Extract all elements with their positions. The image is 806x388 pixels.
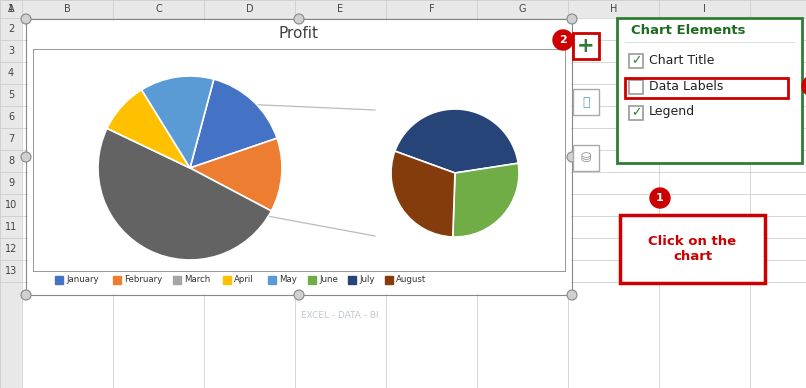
Text: 5: 5 — [8, 90, 15, 100]
Text: 8: 8 — [8, 156, 14, 166]
Text: January: January — [66, 275, 98, 284]
Circle shape — [567, 14, 577, 24]
Bar — [55, 276, 63, 284]
Circle shape — [294, 14, 304, 24]
Bar — [620, 215, 765, 283]
Text: EXCEL - DATA - BI: EXCEL - DATA - BI — [301, 312, 379, 320]
Bar — [629, 80, 643, 94]
Circle shape — [567, 290, 577, 300]
Text: ✓: ✓ — [631, 106, 642, 120]
Text: 11: 11 — [5, 222, 17, 232]
Bar — [573, 89, 599, 115]
Circle shape — [21, 152, 31, 162]
Bar — [617, 18, 802, 163]
Text: G: G — [519, 4, 526, 14]
Text: E: E — [338, 4, 343, 14]
Text: +: + — [577, 36, 595, 56]
Wedge shape — [107, 90, 190, 168]
Bar — [573, 33, 599, 59]
Text: A: A — [8, 4, 15, 14]
Text: Click on the
chart: Click on the chart — [649, 235, 737, 263]
Text: 2: 2 — [559, 35, 567, 45]
Circle shape — [294, 290, 304, 300]
Bar — [308, 276, 316, 284]
Text: C: C — [155, 4, 162, 14]
Text: Chart Elements: Chart Elements — [631, 24, 746, 38]
Wedge shape — [190, 79, 277, 168]
Text: I: I — [703, 4, 706, 14]
Bar — [28, 21, 570, 293]
Text: Data Labels: Data Labels — [649, 80, 723, 92]
Text: June: June — [319, 275, 338, 284]
Text: 6: 6 — [8, 112, 14, 122]
Text: Legend: Legend — [649, 106, 695, 118]
Circle shape — [21, 290, 31, 300]
Text: B: B — [64, 4, 71, 14]
Text: 12: 12 — [5, 244, 17, 254]
Text: 2: 2 — [8, 24, 15, 34]
Text: D: D — [246, 4, 253, 14]
Text: H: H — [610, 4, 617, 14]
Wedge shape — [98, 128, 272, 260]
Wedge shape — [190, 138, 282, 211]
Bar — [625, 78, 788, 98]
Text: 10: 10 — [5, 200, 17, 210]
Text: ✓: ✓ — [631, 54, 642, 68]
Bar — [113, 276, 121, 284]
Wedge shape — [453, 163, 519, 237]
Text: July: July — [359, 275, 375, 284]
Text: February: February — [124, 275, 162, 284]
Wedge shape — [395, 109, 518, 173]
Bar — [348, 276, 356, 284]
Text: April: April — [234, 275, 254, 284]
Text: May: May — [279, 275, 297, 284]
Bar — [268, 276, 276, 284]
Text: 1: 1 — [656, 193, 664, 203]
Text: March: March — [184, 275, 210, 284]
Circle shape — [650, 188, 670, 208]
Bar — [0, 0, 806, 18]
Bar — [629, 54, 643, 68]
Circle shape — [802, 76, 806, 96]
Text: F: F — [429, 4, 434, 14]
Text: 13: 13 — [5, 266, 17, 276]
Text: Profit: Profit — [279, 26, 319, 40]
Circle shape — [567, 152, 577, 162]
Text: 4: 4 — [8, 68, 14, 78]
Bar — [573, 145, 599, 171]
Text: Chart Title: Chart Title — [649, 54, 714, 66]
Circle shape — [21, 14, 31, 24]
Text: 7: 7 — [8, 134, 15, 144]
Text: 3: 3 — [8, 46, 14, 56]
Text: 9: 9 — [8, 178, 14, 188]
Text: August: August — [396, 275, 426, 284]
Wedge shape — [391, 151, 455, 237]
Bar — [629, 106, 643, 120]
Text: 1: 1 — [8, 4, 14, 14]
Text: 🖌: 🖌 — [582, 95, 590, 109]
Bar — [223, 276, 231, 284]
Circle shape — [553, 30, 573, 50]
Bar — [385, 276, 393, 284]
Text: ⛁: ⛁ — [581, 151, 592, 165]
Bar — [0, 0, 22, 388]
Wedge shape — [142, 76, 214, 168]
Bar — [173, 276, 181, 284]
